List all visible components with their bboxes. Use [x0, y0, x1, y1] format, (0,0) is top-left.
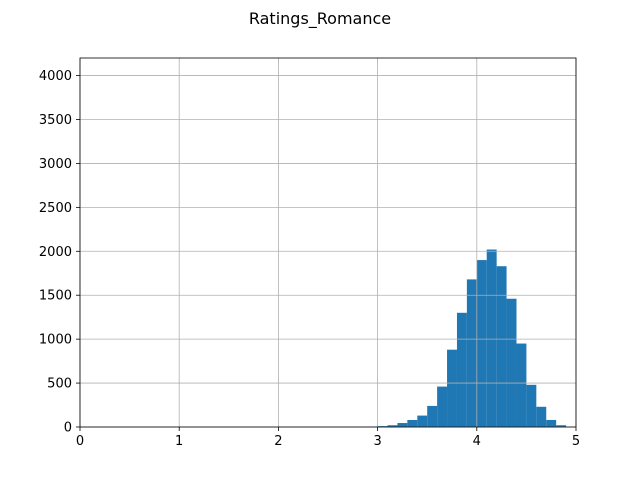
- x-tick-label: 0: [76, 434, 84, 449]
- x-tick-label: 3: [373, 434, 381, 449]
- histogram-bar: [507, 299, 517, 427]
- histogram-bar: [536, 407, 546, 427]
- y-tick-label: 500: [47, 377, 72, 392]
- histogram-bar: [417, 416, 427, 427]
- y-tick-label: 0: [64, 421, 72, 436]
- y-tick-label: 2000: [39, 245, 72, 260]
- histogram-bar: [487, 250, 497, 427]
- histogram-bar: [477, 260, 487, 427]
- histogram-bar: [447, 350, 457, 427]
- histogram-bar: [526, 385, 536, 427]
- histogram-bar: [546, 420, 556, 427]
- y-tick-label: 2500: [39, 201, 72, 216]
- histogram-bar: [427, 406, 437, 427]
- y-tick-label: 1000: [39, 333, 72, 348]
- y-tick-label: 4000: [39, 69, 72, 84]
- x-tick-label: 1: [175, 434, 183, 449]
- x-tick-label: 5: [572, 434, 580, 449]
- histogram-bar: [397, 423, 407, 427]
- x-tick-label: 2: [274, 434, 282, 449]
- y-tick-label: 3000: [39, 157, 72, 172]
- y-tick-label: 3500: [39, 113, 72, 128]
- x-tick-label: 4: [473, 434, 481, 449]
- histogram-bar: [457, 313, 467, 427]
- histogram-bar: [437, 387, 447, 427]
- y-tick-label: 1500: [39, 289, 72, 304]
- histogram-bar: [516, 344, 526, 427]
- chart-title: Ratings_Romance: [249, 9, 391, 29]
- histogram-bar: [467, 279, 477, 427]
- histogram-bar: [497, 266, 507, 427]
- histogram-bar: [407, 420, 417, 427]
